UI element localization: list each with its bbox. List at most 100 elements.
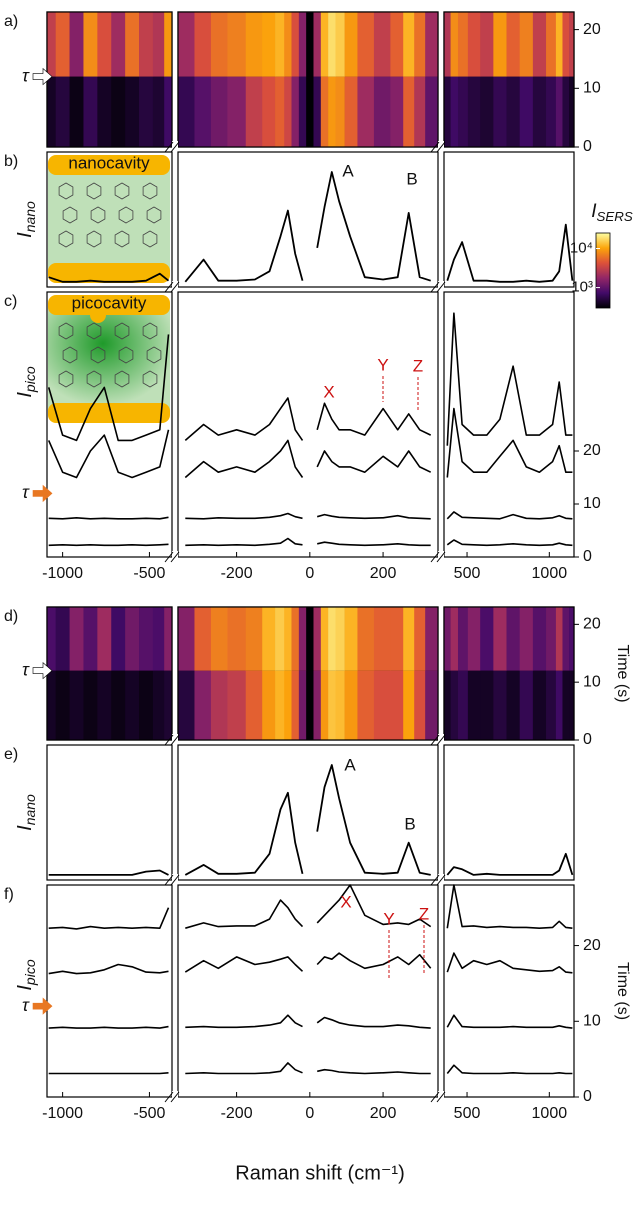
- spectrum-line: [48, 171, 574, 283]
- stacked-spectrum: [48, 1014, 573, 1029]
- heatmap-cell: [210, 607, 228, 671]
- heatmap-cell: [313, 76, 322, 147]
- heatmap-cell: [480, 607, 494, 671]
- y-tick-label: 10: [583, 1013, 601, 1030]
- panel-label: d): [4, 608, 18, 625]
- axes-frame: [443, 11, 575, 148]
- x-tick-label: 1000: [532, 565, 568, 582]
- heatmap-cell: [164, 607, 173, 671]
- heatmap-cell: [344, 670, 358, 740]
- heatmap-cell: [562, 76, 570, 147]
- axes-frame: [177, 11, 439, 148]
- heatmap-cell: [262, 670, 276, 740]
- heatmap-cell: [55, 670, 70, 740]
- colorbar-title-symbol: I: [591, 201, 597, 222]
- axis-break-mark: [430, 141, 440, 153]
- heatmap-cell: [47, 607, 56, 671]
- axes-frame: [443, 744, 575, 881]
- heatmap-cell: [344, 607, 358, 671]
- heatmap-cell: [532, 607, 547, 671]
- heatmap-cell: [227, 607, 247, 671]
- peak-annotation: Y: [377, 355, 388, 374]
- heatmap-cell: [139, 670, 154, 740]
- heatmap-cell: [152, 607, 165, 671]
- heatmap-cell: [493, 76, 507, 147]
- colorbar-title-subscript: SERS: [597, 209, 633, 224]
- heatmap-cell: [344, 76, 358, 147]
- inset-ring: [114, 322, 130, 340]
- peak-annotation: A: [342, 161, 354, 180]
- heatmap-cell: [357, 12, 375, 77]
- heatmap-cell: [444, 670, 451, 740]
- heatmap-cell: [555, 76, 563, 147]
- tau-label: τ: [22, 65, 30, 85]
- inset-tip: [90, 307, 106, 323]
- axis-break-mark: [436, 734, 446, 746]
- x-tick-label: -200: [221, 1105, 253, 1122]
- heatmap-cell: [291, 670, 300, 740]
- heatmap-cell: [373, 670, 391, 740]
- heatmap-cell: [178, 670, 195, 740]
- tau-arrow: [32, 661, 53, 680]
- heatmap-cell: [111, 607, 126, 671]
- inset-label: nanocavity: [68, 153, 150, 172]
- heatmap-cell: [450, 607, 459, 671]
- heatmap-cell: [480, 12, 494, 77]
- heatmap-cell: [532, 670, 547, 740]
- y-tick-label: 20: [583, 21, 601, 38]
- heatmap-cell: [425, 12, 439, 77]
- heatmap-cell: [306, 76, 314, 147]
- stacked-spectrum: [48, 884, 573, 930]
- heatmap-cell: [546, 670, 557, 740]
- heatmap-cell: [444, 76, 451, 147]
- axes-frame: [46, 744, 173, 881]
- peak-annotation: A: [344, 755, 356, 774]
- inset-ring: [58, 182, 74, 200]
- y-axis-title: Ipico: [14, 959, 37, 990]
- x-tick-label: -500: [133, 565, 165, 582]
- y-axis-title-subscript: pico: [22, 959, 38, 986]
- axes-frame: [443, 606, 575, 741]
- inset-ring: [86, 182, 102, 200]
- axis-break-mark: [170, 141, 180, 153]
- heatmap-cell: [139, 607, 154, 671]
- heatmap-cell: [450, 76, 459, 147]
- y-tick-label: 20: [583, 442, 601, 459]
- axis-break-mark: [430, 734, 440, 746]
- heatmap-cell: [390, 670, 404, 740]
- peak-annotation: B: [406, 169, 417, 188]
- tau-arrow: [32, 997, 53, 1015]
- x-tick-label: 1000: [532, 1105, 568, 1122]
- heatmap-cell: [313, 607, 322, 671]
- heatmap-cell: [519, 670, 534, 740]
- heatmap-cell: [569, 76, 575, 147]
- heatmap-cell: [164, 76, 173, 147]
- heatmap-cell: [298, 670, 307, 740]
- panel-label: b): [4, 153, 18, 170]
- heatmap-cell: [111, 12, 126, 77]
- heatmap-cell: [69, 607, 84, 671]
- stacked-spectrum: [47, 312, 573, 446]
- inset-ring: [58, 370, 74, 388]
- inset-ring: [86, 370, 102, 388]
- heatmap-cell: [335, 12, 345, 77]
- tau-arrow: [32, 484, 53, 503]
- peak-annotation: B: [404, 814, 415, 833]
- heatmap-cell: [139, 12, 154, 77]
- heatmap-cell: [414, 670, 426, 740]
- axis-break-mark: [430, 874, 440, 886]
- y-axis-title-symbol: I: [14, 392, 36, 398]
- y-tick-label: 10: [583, 495, 601, 512]
- heatmap-cell: [97, 607, 112, 671]
- heatmap-cell: [262, 12, 276, 77]
- heatmap-cell: [164, 670, 173, 740]
- heatmap-cell: [320, 12, 329, 77]
- heatmap-cell: [313, 670, 322, 740]
- y-axis-title: Inano: [14, 201, 37, 238]
- heatmap-cell: [569, 607, 575, 671]
- x-tick-label: -1000: [42, 565, 83, 582]
- heatmap-cell: [306, 670, 314, 740]
- heatmap-cell: [262, 607, 276, 671]
- y-tick-label: 0: [583, 731, 592, 748]
